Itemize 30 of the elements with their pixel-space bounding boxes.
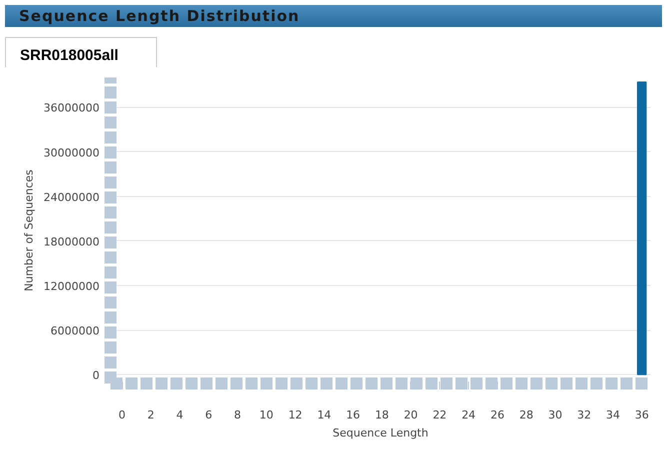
chart-subtitle: SRR018005all <box>20 46 118 66</box>
y-tick-label: 18000000 <box>44 235 100 248</box>
x-tick-label: 36 <box>634 408 649 422</box>
x-tick-label: 8 <box>234 408 242 422</box>
y-tick-label: 6000000 <box>50 324 100 338</box>
x-tick-label: 26 <box>490 408 504 422</box>
x-tick-label: 4 <box>176 408 184 422</box>
y-tick-label: 36000000 <box>44 102 100 115</box>
y-tick-label: 30000000 <box>44 146 100 160</box>
y-tick-label: 24000000 <box>44 190 100 204</box>
x-tick-label: 28 <box>519 408 534 422</box>
x-tick-label: 6 <box>205 408 212 422</box>
x-tick-label: 12 <box>288 408 302 422</box>
x-tick-label: 20 <box>404 408 418 422</box>
x-tick-label: 24 <box>462 408 476 422</box>
x-tick-label: 34 <box>606 408 620 422</box>
x-tick-label: 30 <box>548 408 562 422</box>
y-axis-title: Number of Sequences <box>22 169 36 292</box>
x-tick-label: 32 <box>577 408 592 422</box>
x-tick-label: 2 <box>147 408 154 422</box>
x-tick-label: 0 <box>118 408 126 422</box>
x-axis-title: Sequence Length <box>332 426 428 440</box>
chart-title: Sequence Length Distribution <box>19 6 300 27</box>
x-tick-label: 22 <box>432 408 447 422</box>
x-tick-label: 18 <box>374 408 389 422</box>
x-tick-label: 16 <box>346 408 360 422</box>
y-tick-label: 0 <box>92 369 100 382</box>
x-tick-label: 10 <box>259 408 274 422</box>
x-tick-label: 14 <box>317 408 332 422</box>
y-tick-label: 12000000 <box>44 280 100 293</box>
